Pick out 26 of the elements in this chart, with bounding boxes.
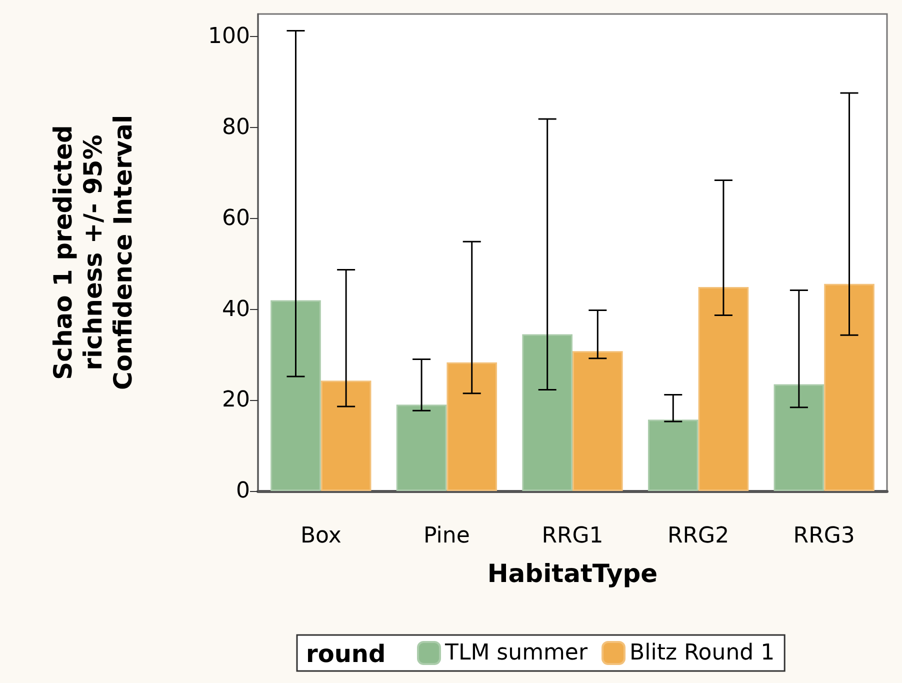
bar xyxy=(446,362,498,491)
legend-label: TLM summer xyxy=(444,640,588,666)
bar xyxy=(522,334,572,491)
x-tick-label: RRG2 xyxy=(667,524,730,548)
y-tick-label: 100 xyxy=(208,24,250,50)
bar xyxy=(320,380,372,491)
bar xyxy=(270,300,321,491)
bar xyxy=(396,404,447,491)
y-tick-label: 60 xyxy=(222,206,250,231)
bar xyxy=(824,284,874,491)
bar xyxy=(774,384,824,491)
x-tick-label: Pine xyxy=(424,524,470,548)
x-axis-title: HabitatType xyxy=(487,559,658,588)
bar xyxy=(572,351,623,491)
y-tick-label: 0 xyxy=(236,478,250,504)
bar xyxy=(648,420,698,491)
y-tick-label: 20 xyxy=(222,388,250,413)
bar xyxy=(698,287,749,491)
x-tick-label: RRG3 xyxy=(793,524,855,548)
x-tick-label: Box xyxy=(300,524,342,548)
y-axis-title: Schao 1 predicted richness +/- 95% Confidence Interval xyxy=(48,114,138,390)
y-tick-label: 40 xyxy=(222,296,250,322)
legend-title: round xyxy=(306,640,386,668)
legend-label: Blitz Round 1 xyxy=(630,640,775,666)
y-tick-label: 80 xyxy=(222,115,250,140)
x-tick-label: RRG1 xyxy=(542,524,604,548)
